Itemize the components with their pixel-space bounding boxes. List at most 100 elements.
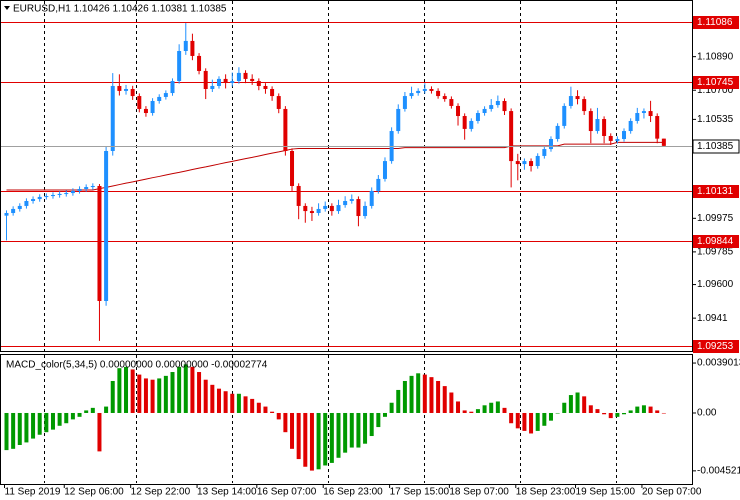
macd-bar — [124, 366, 129, 413]
x-tick-label: 16 Sep 07:00 — [257, 487, 317, 498]
candle-body — [183, 40, 188, 51]
candle-body — [323, 205, 328, 209]
macd-bar — [177, 366, 182, 413]
candle-body — [150, 101, 155, 114]
macd-bar — [31, 412, 36, 439]
candle-body — [555, 125, 560, 139]
macd-bar — [150, 379, 155, 413]
macd-bar — [622, 412, 627, 415]
macd-bar — [97, 412, 102, 452]
vertical-grid — [44, 1, 617, 483]
candle-body — [197, 55, 202, 71]
macd-bar — [37, 412, 42, 435]
candle-body — [243, 72, 248, 79]
candle-body — [31, 199, 36, 201]
macd-bar — [197, 372, 202, 413]
macd-bar — [475, 409, 480, 413]
candle-body — [177, 51, 182, 82]
macd-bar — [243, 396, 248, 413]
candle-body — [588, 111, 593, 132]
candle-body — [57, 193, 62, 195]
macd-bar — [183, 364, 188, 413]
macd-bar — [482, 405, 487, 413]
y-tick-label: 1.0941 — [697, 313, 728, 324]
candle-body — [382, 161, 387, 179]
x-tick-label: 12 Sep 22:00 — [131, 487, 191, 498]
macd-bar — [110, 380, 115, 413]
macd-bar — [648, 406, 653, 413]
macd-bar — [50, 412, 55, 430]
macd-bar — [522, 412, 527, 431]
macd-bar — [495, 401, 500, 413]
candle-body — [475, 113, 480, 121]
candle-body — [90, 185, 95, 188]
level-label: 1.09844 — [697, 236, 734, 247]
candle-body — [442, 96, 447, 100]
macd-bar — [130, 369, 135, 413]
macd-bar — [568, 395, 573, 413]
x-tick-label: 16 Sep 23:00 — [323, 487, 383, 498]
macd-bar — [84, 410, 89, 413]
menu-triangle[interactable] — [4, 6, 10, 10]
macd-bar — [343, 412, 348, 453]
macd-bar — [608, 412, 613, 419]
candle-body — [562, 105, 567, 126]
candle-body — [44, 196, 49, 198]
y-tick-label: 1.09785 — [697, 247, 734, 258]
macd-bar — [356, 412, 361, 448]
macd-bar — [382, 412, 387, 417]
candle-body — [535, 155, 540, 167]
x-tick-label: 19 Sep 15:00 — [576, 487, 636, 498]
macd-bar — [409, 375, 414, 413]
candle-body — [110, 85, 115, 151]
y-tick-label: 1.09600 — [697, 279, 734, 290]
candle-body — [316, 208, 321, 214]
candle-body — [376, 178, 381, 191]
macd-bar — [363, 412, 368, 444]
macd-bar — [270, 411, 275, 413]
macd-panel-frame — [0, 354, 693, 485]
candle-body — [64, 193, 69, 195]
candle-body — [343, 201, 348, 206]
candle-body — [429, 88, 434, 91]
macd-bar — [163, 375, 168, 413]
candle-body — [84, 187, 89, 189]
candle-body — [104, 151, 109, 301]
candle-body — [396, 108, 401, 132]
candle-body — [582, 99, 587, 112]
macd-bar — [602, 412, 607, 415]
macd-bar — [655, 410, 660, 413]
macd-bar — [515, 412, 520, 429]
candle-body — [290, 151, 295, 186]
candle-body — [117, 85, 122, 91]
candle-body — [336, 205, 341, 212]
macd-bar — [170, 372, 175, 413]
macd-bar — [17, 412, 22, 445]
candle-body — [203, 70, 208, 89]
macd-bar — [489, 402, 494, 413]
candle-body — [70, 190, 75, 194]
chart-title: EURUSD,H1 1.10426 1.10426 1.10381 1.1038… — [13, 4, 227, 15]
candle-body — [283, 108, 288, 151]
candle-body — [230, 81, 235, 83]
candle-body — [50, 194, 55, 197]
macd-bar — [449, 392, 454, 413]
macd-bar — [309, 412, 314, 471]
macd-bar — [376, 412, 381, 428]
macd-bar — [250, 398, 255, 413]
candle-body — [4, 213, 9, 216]
candle-body — [655, 116, 660, 139]
candle-body — [163, 93, 168, 97]
macd-bar — [641, 405, 646, 413]
candle-body — [602, 119, 607, 136]
candle-body — [363, 205, 368, 217]
macd-bar — [595, 409, 600, 413]
candle-body — [482, 108, 487, 114]
candle-body — [522, 161, 527, 165]
candle-body — [489, 105, 494, 109]
macd-bar — [44, 412, 49, 433]
macd-bar — [661, 412, 666, 414]
macd-bar — [157, 378, 162, 413]
candle-body — [416, 90, 421, 94]
